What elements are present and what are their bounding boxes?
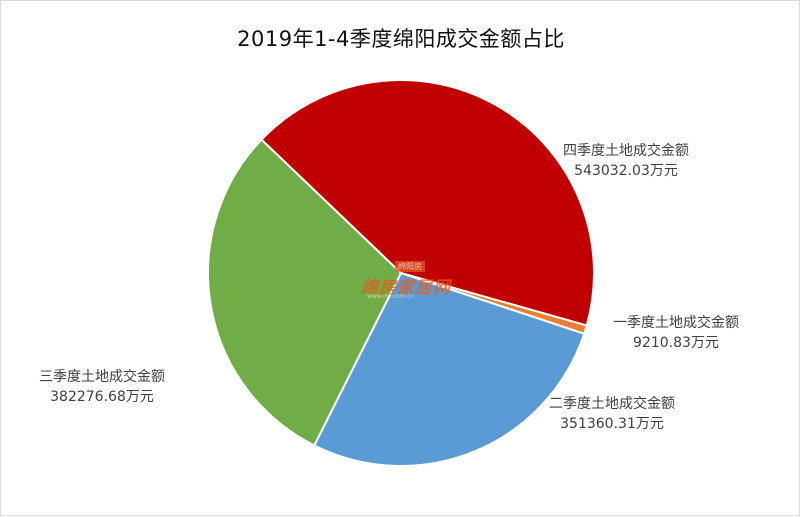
pie-slice-q3	[207, 138, 403, 447]
data-label-q4: 四季度土地成交金额 543032.03万元	[563, 141, 689, 181]
data-label-q1-name: 一季度土地成交金额	[613, 315, 739, 331]
pie-slice-q2	[312, 271, 586, 467]
pie-slice-q4	[260, 79, 595, 327]
chart-title: 2019年1-4季度绵阳成交金额占比	[237, 27, 565, 51]
data-label-q4-value: 543032.03万元	[574, 163, 678, 179]
data-label-q3-name: 三季度土地成交金额	[39, 369, 165, 385]
data-label-q4-name: 四季度土地成交金额	[563, 143, 689, 159]
data-label-q3: 三季度土地成交金额 382276.68万元	[39, 367, 165, 407]
data-label-q3-value: 382276.68万元	[50, 389, 154, 405]
data-label-q2: 二季度土地成交金额 351360.31万元	[549, 394, 675, 434]
data-label-q1-value: 9210.83万元	[633, 335, 719, 351]
watermark-sub-text: www.mf.com.cn	[367, 293, 415, 300]
watermark-logo: 绵阳房 绵房家居网 www.mf.com.cn	[361, 261, 451, 300]
data-label-q1: 一季度土地成交金额 9210.83万元	[613, 313, 739, 353]
watermark-top-text: 绵阳房	[395, 261, 425, 272]
data-label-q2-value: 351360.31万元	[560, 416, 664, 432]
data-label-q2-name: 二季度土地成交金额	[549, 396, 675, 412]
watermark-main-text: 绵房家居网	[361, 278, 451, 298]
